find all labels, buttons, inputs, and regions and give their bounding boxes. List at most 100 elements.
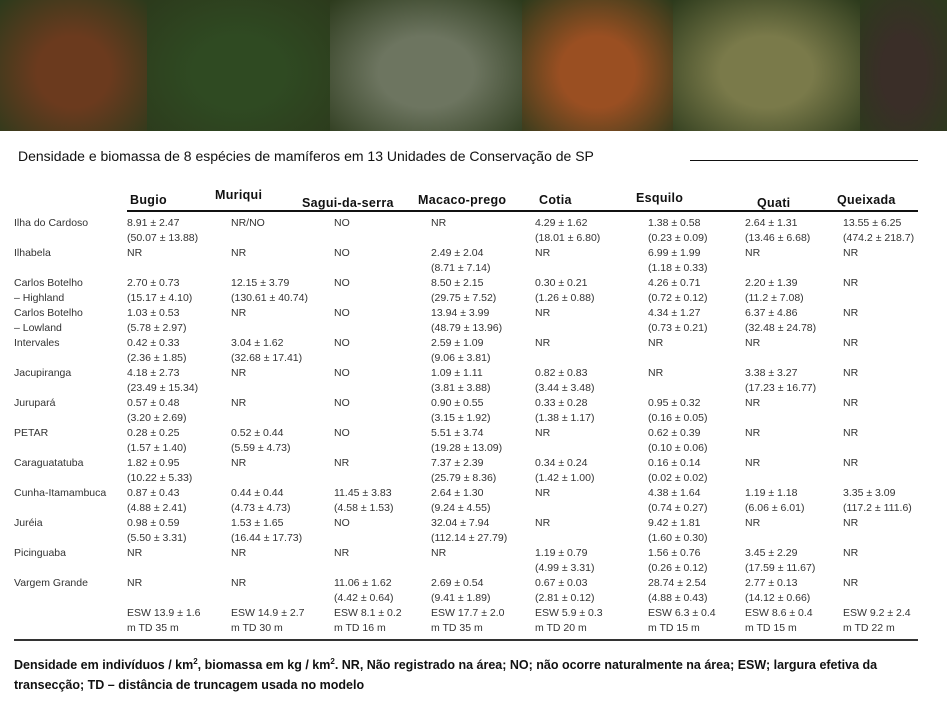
site-name: Carlos Botelho – Highland: [14, 276, 83, 306]
table-cell: NR: [231, 396, 246, 411]
table-cell: 8.91 ± 2.47 (50.07 ± 13.88): [127, 216, 198, 246]
table-cell: NO: [334, 246, 350, 261]
table-cell: NR: [231, 546, 246, 561]
table-cell: NR: [843, 366, 858, 381]
density-value: 2.20 ± 1.39: [745, 277, 798, 289]
table-cell: NR: [843, 336, 858, 351]
density-value: 0.42 ± 0.33: [127, 337, 180, 349]
table-cell: 0.57 ± 0.48 (3.20 ± 2.69): [127, 396, 186, 426]
table-cell: ESW 9.2 ± 2.4 m TD 22 m: [843, 606, 911, 636]
density-value: NR: [231, 247, 247, 259]
site-name-line: Cunha-Itamambuca: [14, 487, 107, 499]
table-cell: NR: [535, 336, 550, 351]
table-cell: NR: [843, 246, 858, 261]
table-cell: NR: [843, 396, 858, 411]
table-cell: NR: [843, 516, 858, 531]
table-cell: 2.59 ± 1.09 (9.06 ± 3.81): [431, 336, 490, 366]
biomass-value: (4.88 ± 2.41): [127, 502, 187, 514]
biomass-value: (3.15 ± 1.92): [431, 412, 491, 424]
site-name-line: Carlos Botelho: [14, 307, 83, 319]
density-value: 2.70 ± 0.73: [127, 277, 180, 289]
site-name-line: Caraguatatuba: [14, 457, 84, 469]
density-value: NR: [231, 547, 247, 559]
site-name: Carlos Botelho – Lowland: [14, 306, 83, 336]
table-cell: NR: [745, 516, 760, 531]
table-cell: 6.99 ± 1.99 (1.18 ± 0.33): [648, 246, 707, 276]
table-cell: ESW 13.9 ± 1.6 m TD 35 m: [127, 606, 200, 636]
site-name: Juréia: [14, 516, 43, 531]
density-value: NR: [745, 247, 761, 259]
density-value: NR: [535, 427, 551, 439]
density-value: NR: [648, 337, 664, 349]
table-cell: 2.77 ± 0.13 (14.12 ± 0.66): [745, 576, 810, 606]
table-cell: ESW 17.7 ± 2.0 m TD 35 m: [431, 606, 504, 636]
density-value: NR: [127, 577, 143, 589]
table-cell: 13.94 ± 3.99 (48.79 ± 13.96): [431, 306, 502, 336]
biomass-value: (13.46 ± 6.68): [745, 232, 811, 244]
biomass-value: m TD 35 m: [127, 622, 179, 634]
density-value: NR: [843, 577, 859, 589]
density-value: NO: [334, 367, 350, 379]
photo-cotia: [522, 0, 673, 131]
biomass-value: (0.10 ± 0.06): [648, 442, 708, 454]
density-value: NO: [334, 307, 350, 319]
density-value: NR: [535, 307, 551, 319]
density-value: NR: [127, 247, 143, 259]
density-value: 0.82 ± 0.83: [535, 367, 588, 379]
caption-text: Densidade em indivíduos / km: [14, 658, 194, 673]
biomass-value: (16.44 ± 17.73): [231, 532, 303, 544]
table-cell: 1.56 ± 0.76 (0.26 ± 0.12): [648, 546, 707, 576]
density-value: 0.33 ± 0.28: [535, 397, 588, 409]
site-name-line: Ilhabela: [14, 247, 51, 259]
column-header: Macaco-prego: [418, 193, 507, 207]
table-cell: 0.67 ± 0.03 (2.81 ± 0.12): [535, 576, 594, 606]
table-cell: NR: [843, 276, 858, 291]
density-value: NO: [334, 277, 350, 289]
table-cell: 4.29 ± 1.62 (18.01 ± 6.80): [535, 216, 600, 246]
title-rule: [690, 160, 918, 161]
biomass-value: (0.16 ± 0.05): [648, 412, 708, 424]
biomass-value: (2.36 ± 1.85): [127, 352, 187, 364]
biomass-value: (50.07 ± 13.88): [127, 232, 199, 244]
site-name: Jacupiranga: [14, 366, 71, 381]
table-caption: Densidade em indivíduos / km2, biomassa …: [14, 652, 934, 695]
biomass-value: (3.81 ± 3.88): [431, 382, 491, 394]
density-value: 4.38 ± 1.64: [648, 487, 701, 499]
density-value: NR: [535, 517, 551, 529]
table-cell: NR: [127, 576, 142, 591]
density-value: 1.19 ± 0.79: [535, 547, 588, 559]
site-name-line: Jacupiranga: [14, 367, 72, 379]
biomass-value: (112.14 ± 27.79): [431, 532, 508, 544]
density-value: 2.64 ± 1.31: [745, 217, 798, 229]
biomass-value: m TD 30 m: [231, 622, 283, 634]
density-value: 0.57 ± 0.48: [127, 397, 180, 409]
site-name: PETAR: [14, 426, 48, 441]
biomass-value: (0.02 ± 0.02): [648, 472, 708, 484]
biomass-value: (9.41 ± 1.89): [431, 592, 491, 604]
site-name-line: Jurupará: [14, 397, 56, 409]
table-cell: NR: [843, 546, 858, 561]
site-name-line: Juréia: [14, 517, 43, 529]
table-cell: 1.09 ± 1.11 (3.81 ± 3.88): [431, 366, 490, 396]
density-value: NR: [334, 457, 350, 469]
biomass-value: (0.74 ± 0.27): [648, 502, 708, 514]
density-value: 2.59 ± 1.09: [431, 337, 484, 349]
density-value: 2.69 ± 0.54: [431, 577, 484, 589]
table-cell: 4.34 ± 1.27 (0.73 ± 0.21): [648, 306, 707, 336]
density-value: NR: [535, 337, 551, 349]
density-value: NR: [231, 397, 247, 409]
density-value: 7.37 ± 2.39: [431, 457, 484, 469]
density-value: NR: [535, 487, 551, 499]
table-cell: 5.51 ± 3.74 (19.28 ± 13.09): [431, 426, 502, 456]
table-cell: 2.20 ± 1.39 (11.2 ± 7.08): [745, 276, 804, 306]
table-cell: ESW 6.3 ± 0.4 m TD 15 m: [648, 606, 716, 636]
density-value: 0.87 ± 0.43: [127, 487, 180, 499]
table-cell: 32.04 ± 7.94 (112.14 ± 27.79): [431, 516, 507, 546]
table-cell: NO: [334, 336, 350, 351]
site-name-line: Vargem Grande: [14, 577, 88, 589]
table-cell: 12.15 ± 3.79 (130.61 ± 40.74): [231, 276, 308, 306]
table-cell: 2.64 ± 1.30 (9.24 ± 4.55): [431, 486, 490, 516]
table-cell: 2.70 ± 0.73 (15.17 ± 4.10): [127, 276, 192, 306]
density-value: 3.38 ± 3.27: [745, 367, 798, 379]
density-value: NO: [334, 427, 350, 439]
